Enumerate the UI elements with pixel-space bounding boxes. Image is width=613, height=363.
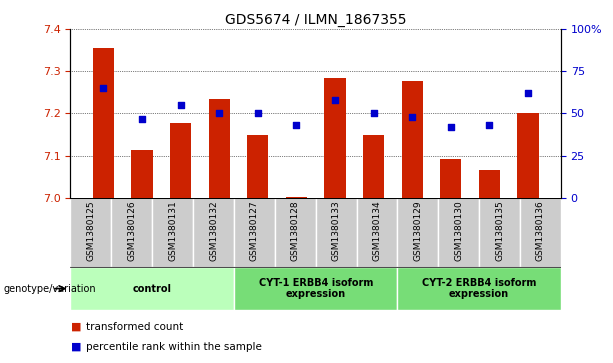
Bar	[324, 78, 346, 198]
Bar	[397, 198, 438, 267]
Point	[523, 90, 533, 96]
Text: GSM1380125: GSM1380125	[86, 200, 96, 261]
Bar	[438, 198, 479, 267]
Text: transformed count: transformed count	[86, 322, 183, 332]
Bar	[286, 197, 307, 198]
Text: control: control	[133, 284, 172, 294]
Text: CYT-2 ERBB4 isoform
expression: CYT-2 ERBB4 isoform expression	[422, 278, 536, 299]
Bar	[479, 170, 500, 198]
Bar	[70, 267, 234, 310]
Title: GDS5674 / ILMN_1867355: GDS5674 / ILMN_1867355	[225, 13, 406, 26]
Bar	[517, 114, 539, 198]
Bar	[234, 198, 275, 267]
Bar	[402, 81, 423, 198]
Bar	[440, 159, 462, 198]
Point	[292, 122, 302, 128]
Point	[215, 111, 224, 117]
Bar	[316, 198, 357, 267]
Bar	[170, 123, 191, 198]
Bar	[357, 198, 397, 267]
Text: GSM1380131: GSM1380131	[168, 200, 177, 261]
Bar	[363, 135, 384, 198]
Bar	[247, 135, 268, 198]
Point	[253, 111, 263, 117]
Text: GSM1380134: GSM1380134	[373, 200, 381, 261]
Bar	[520, 198, 561, 267]
Text: GSM1380135: GSM1380135	[495, 200, 504, 261]
Bar	[208, 99, 230, 198]
Bar	[112, 198, 152, 267]
Text: GSM1380130: GSM1380130	[454, 200, 463, 261]
Text: GSM1380126: GSM1380126	[128, 200, 136, 261]
Bar	[397, 267, 561, 310]
Text: CYT-1 ERBB4 isoform
expression: CYT-1 ERBB4 isoform expression	[259, 278, 373, 299]
Point	[99, 85, 109, 91]
Point	[407, 114, 417, 120]
Text: GSM1380129: GSM1380129	[413, 200, 422, 261]
Bar	[152, 198, 193, 267]
Text: genotype/variation: genotype/variation	[3, 284, 96, 294]
Point	[368, 111, 378, 117]
Text: GSM1380128: GSM1380128	[291, 200, 300, 261]
Bar	[479, 198, 520, 267]
Text: GSM1380136: GSM1380136	[536, 200, 545, 261]
Text: GSM1380133: GSM1380133	[332, 200, 341, 261]
Text: percentile rank within the sample: percentile rank within the sample	[86, 342, 262, 352]
Point	[330, 97, 340, 103]
Point	[484, 122, 494, 128]
Text: ■: ■	[70, 322, 81, 332]
Bar	[193, 198, 234, 267]
Bar	[234, 267, 397, 310]
Bar	[70, 198, 112, 267]
Text: ■: ■	[70, 342, 81, 352]
Text: GSM1380127: GSM1380127	[250, 200, 259, 261]
Point	[446, 124, 455, 130]
Text: GSM1380132: GSM1380132	[209, 200, 218, 261]
Point	[137, 115, 147, 121]
Bar	[93, 48, 114, 198]
Bar	[275, 198, 316, 267]
Bar	[131, 150, 153, 198]
Point	[176, 102, 186, 108]
